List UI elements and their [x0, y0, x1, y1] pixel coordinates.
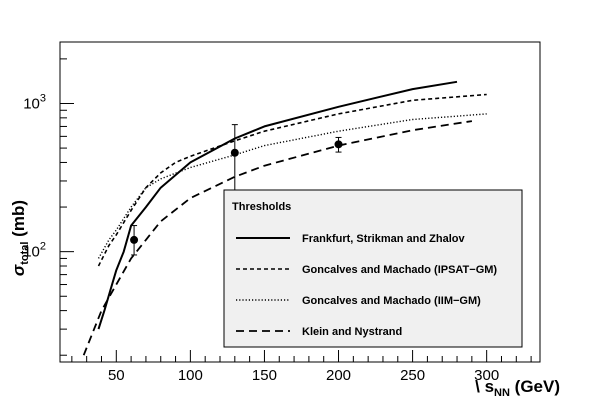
legend-entry-label: Frankfurt, Strikman and Zhalov	[302, 233, 465, 245]
series-line	[97, 80, 458, 330]
legend-title: Thresholds	[232, 201, 291, 213]
data-point	[130, 235, 139, 244]
x-tick-label: 200	[326, 367, 351, 384]
data-point	[230, 148, 239, 157]
y-axis-ticks: 102 103	[23, 58, 74, 356]
x-tick-label: 100	[178, 367, 203, 384]
x-tick-label: 50	[108, 367, 125, 384]
x-axis-title: \ sNN (GeV)	[475, 377, 560, 399]
y-axis-title: σtotal (mb)	[9, 200, 31, 276]
series-line	[97, 93, 487, 267]
legend-entry-label: Klein and Nystrand	[302, 326, 402, 338]
y-tick-label: 103	[23, 92, 46, 112]
legend-entry-label: Goncalves and Machado (IPSAT−GM)	[302, 264, 497, 276]
legend: Thresholds Frankfurt, Strikman and Zhalo…	[223, 189, 523, 348]
legend-entries: Frankfurt, Strikman and Zhalov Goncalves …	[236, 233, 497, 338]
data-points	[130, 124, 343, 256]
data-point	[334, 140, 343, 149]
series-curves	[82, 80, 487, 356]
legend-entry-label: Goncalves and Machado (IIM−GM)	[302, 295, 481, 307]
x-tick-label: 300	[474, 367, 499, 384]
y-tick-label: 102	[23, 241, 46, 261]
x-tick-label: 250	[400, 367, 425, 384]
x-tick-label: 150	[252, 367, 277, 384]
x-axis-ticks: 50 100 150 200 250 300	[71, 350, 532, 384]
